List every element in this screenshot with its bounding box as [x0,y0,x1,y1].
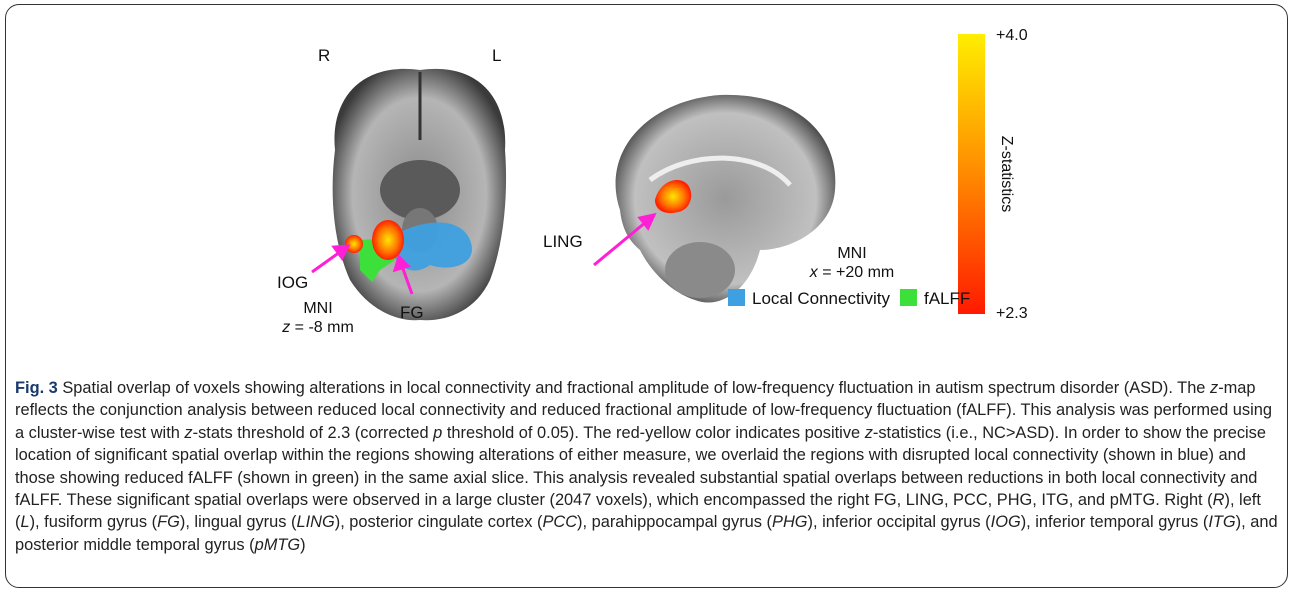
colorbar [958,34,985,314]
caption-text: PCC [542,513,577,531]
caption-text: ), inferior occipital gyrus ( [808,513,991,531]
label-iog: IOG [277,273,308,292]
colorbar-max: +4.0 [996,27,1028,44]
caption-text: threshold of 0.05). The red-yellow color… [442,424,864,442]
page: {"figure": { "axial": {"right": "R", "le… [0,0,1296,594]
figure: +4.0 +2.3 Z-statistics R L IOG FG MNI z … [0,0,1296,345]
label-right: R [318,46,330,65]
caption-text: IOG [991,513,1021,531]
legend: Local Connectivity fALFF [728,289,970,308]
caption-text: ), posterior cingulate cortex ( [335,513,543,531]
coord-part: z [281,319,290,336]
label-coord: z = -8 mm [281,319,354,336]
coord-part: = +20 mm [818,264,894,281]
label-ling: LING [543,232,583,251]
label-fg: FG [400,303,424,322]
caption-text: ), lingual gyrus ( [180,513,297,531]
caption: Fig. 3 Spatial overlap of voxels showing… [15,377,1283,556]
sagittal-slice [616,95,836,303]
caption-text: -stats threshold of 2.3 (corrected [193,424,434,442]
caption-text: ), parahippocampal gyrus ( [577,513,772,531]
caption-text: Spatial overlap of voxels showing altera… [58,379,1210,397]
coord-part: = -8 mm [290,319,354,336]
caption-text: ), inferior temporal gyrus ( [1021,513,1209,531]
label-mni: MNI [303,300,332,317]
legend-label: fALFF [924,289,970,308]
caption-text: Fig. 3 [15,379,58,397]
caption-text: z [1210,379,1218,397]
axial-slice [333,69,506,320]
caption-text: LING [296,513,334,531]
caption-text: p [433,424,442,442]
legend-label: Local Connectivity [752,289,890,308]
label-coord: x = +20 mm [809,264,894,281]
caption-text: L [20,513,29,531]
label-left: L [492,46,501,65]
label-mni: MNI [837,245,866,262]
caption-text: R [1213,491,1225,509]
caption-text: pMTG [255,536,301,554]
legend-swatch [728,289,745,306]
caption-text: ITG [1208,513,1235,531]
colorbar-min: +2.3 [996,305,1028,322]
caption-text: z [865,424,873,442]
caption-text: ), fusiform gyrus ( [30,513,158,531]
legend-swatch [900,289,917,306]
caption-text: PHG [772,513,808,531]
caption-text: z [184,424,192,442]
caption-text: FG [157,513,180,531]
colorbar-label: Z-statistics [998,136,1015,212]
caption-text: ) [300,536,305,554]
